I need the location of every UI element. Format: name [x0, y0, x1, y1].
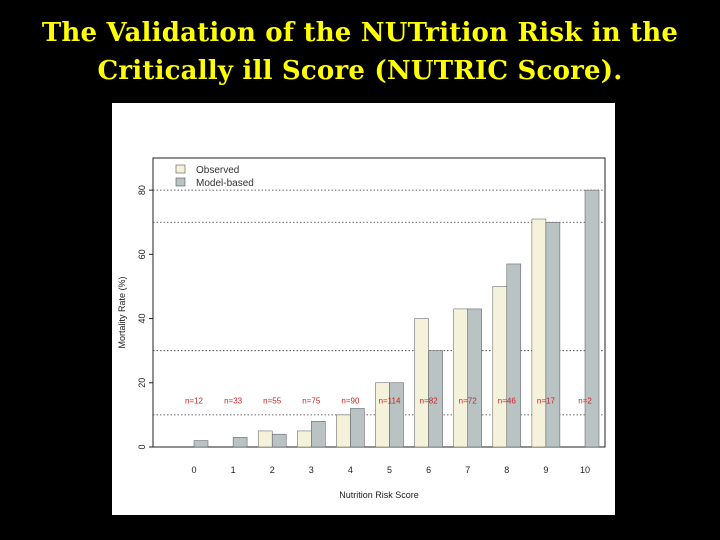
n-count-label: n=114 [379, 397, 401, 406]
x-tick-label: 9 [543, 465, 548, 475]
slide-title-line-1: The Validation of the NUTrition Risk in … [41, 18, 679, 48]
x-tick-label: 7 [465, 465, 470, 475]
bar-observed [453, 308, 468, 448]
x-tick-label: 5 [387, 465, 392, 475]
y-tick-label: 60 [137, 249, 147, 259]
legend-label-observed: Observed [196, 165, 239, 176]
bar-model-based [311, 421, 326, 448]
bar-observed [297, 430, 312, 448]
n-count-label: n=12 [185, 397, 204, 406]
bar-observed [257, 430, 273, 448]
y-tick-label: 80 [137, 185, 147, 195]
bar-model-based [350, 408, 365, 448]
bar-observed [492, 286, 508, 448]
n-count-label: n=33 [224, 397, 243, 406]
bar-model-based [584, 189, 600, 448]
legend: Observed Model-based [175, 164, 254, 189]
y-tick-label: 20 [137, 378, 147, 388]
x-tick-label: 1 [231, 465, 236, 475]
y-axis-title: Mortality Rate (%) [117, 276, 127, 348]
bar-observed [531, 218, 547, 448]
slide-title-line-2: Critically ill Score (NUTRIC Score). [97, 56, 623, 86]
n-count-label: n=46 [498, 397, 517, 406]
bar-model-based [271, 433, 287, 448]
x-tick-label: 8 [504, 465, 509, 475]
x-tick-label: 10 [580, 465, 590, 475]
mortality-bar-chart: 0 20 40 60 80 Mortality Rate (%) 0 n=12 1 n=33 2 n=… [117, 157, 606, 500]
bar-model-based [428, 350, 443, 448]
y-tick-label: 40 [137, 314, 147, 324]
bar-model-based [467, 308, 482, 448]
bar-model-based [232, 437, 248, 448]
legend-label-model-based: Model-based [196, 178, 254, 189]
bar-observed [414, 318, 429, 448]
y-tick-label: 0 [137, 444, 147, 449]
n-count-label: n=82 [420, 397, 439, 406]
x-axis-title: Nutrition Risk Score [339, 490, 419, 500]
bar-observed [375, 382, 390, 448]
bar-observed [336, 414, 351, 448]
x-tick-label: 0 [191, 465, 196, 475]
slide-title: The Validation of the NUTrition Risk in … [0, 14, 720, 90]
n-count-label: n=17 [537, 397, 556, 406]
legend-swatch-observed [175, 164, 186, 174]
chart-figure: 0 20 40 60 80 Mortality Rate (%) 0 n=12 1 n=33 2 n=… [112, 103, 615, 515]
bar-model-based [193, 440, 209, 448]
bar-model-based [506, 263, 522, 448]
n-count-label: n=72 [459, 397, 478, 406]
n-count-label: n=75 [302, 397, 321, 406]
n-count-label: n=90 [341, 397, 360, 406]
n-count-label: n=55 [263, 397, 282, 406]
x-tick-label: 2 [270, 465, 275, 475]
x-tick-label: 4 [348, 465, 353, 475]
bar-model-based [389, 382, 404, 448]
n-count-label: n=2 [578, 397, 592, 406]
x-tick-label: 3 [309, 465, 314, 475]
legend-swatch-model-based [175, 177, 186, 187]
x-tick-label: 6 [426, 465, 431, 475]
bar-model-based [545, 221, 561, 448]
